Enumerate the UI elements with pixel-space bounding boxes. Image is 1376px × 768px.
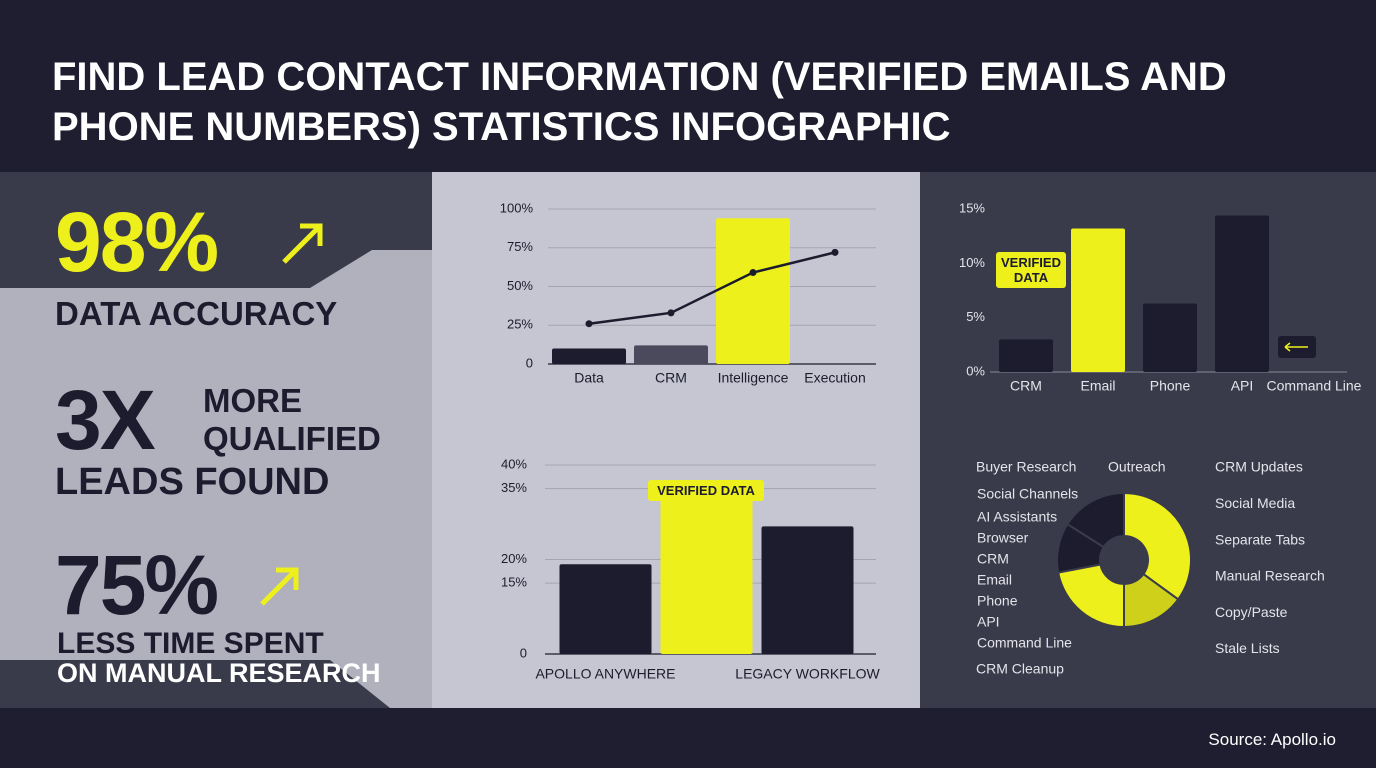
pie-label: Phone [977,593,1018,609]
bar [552,348,626,364]
pie-label: Social Channels [977,486,1078,502]
x-tick-label: CRM [655,370,687,386]
pie-label: Copy/Paste [1215,604,1288,620]
y-tick-label: 0 [526,355,533,370]
pie-label: CRM [977,551,1009,567]
pie-label: CRM Cleanup [976,661,1064,677]
up-arrow [260,567,299,606]
x-tick-label: API [1231,378,1254,394]
title: FIND LEAD CONTACT INFORMATION (VERIFIED … [52,55,1227,149]
x-tick-label: Data [574,370,604,386]
line-point [667,309,675,317]
y-tick-label: 0% [966,363,985,378]
pie-label: Stale Lists [1215,640,1280,656]
pie-label: Separate Tabs [1215,531,1305,547]
annotation: VERIFIED DATA [996,252,1066,288]
line-point [585,320,593,328]
pie-slice [1123,491,1192,601]
bar [1071,228,1125,372]
icon-arrow [1284,342,1308,352]
bar [1215,215,1269,372]
x-tick-label: Execution [804,370,865,386]
bar [660,486,753,654]
x-tick-label: CRM [1010,378,1042,394]
pie-label: Manual Research [1215,568,1325,584]
stat-value: 98% [55,195,219,289]
line [588,251,836,325]
y-tick-label: 100% [500,200,534,215]
bar [761,526,854,654]
y-tick-label: 25% [507,317,533,332]
y-tick-label: 15% [501,575,527,590]
x-tick-label: Command Line [1267,378,1362,394]
left-panel-shape [0,250,432,708]
y-tick-label: 10% [959,255,985,270]
stat-label: DATA ACCURACY [55,295,338,332]
pie-label: Buyer Research [976,459,1076,475]
pie-label: Command Line [977,635,1072,651]
x-tick-label: Phone [1150,378,1191,394]
pie-slice [1066,491,1125,549]
pie-label: Outreach [1108,459,1166,475]
line-point [831,248,839,256]
bar [634,345,708,364]
pie-label: Social Media [1215,495,1295,511]
pie-label: CRM Updates [1215,459,1303,475]
bar [999,339,1053,372]
x-tick-label: LEGACY WORKFLOW [735,666,880,682]
y-tick-label: 0 [520,645,527,660]
x-tick-label: Intelligence [718,370,789,386]
line-point [749,269,757,277]
stat-label: ON MANUAL RESEARCH [57,658,381,688]
pie-label: Email [977,572,1012,588]
x-tick-label: Email [1080,378,1115,394]
stat-value: 3X [55,373,156,467]
stat-value: 75% [55,538,219,632]
y-tick-label: 50% [507,278,533,293]
annotation: VERIFIED DATA [648,480,764,501]
bar [1143,303,1197,372]
bar [716,218,790,364]
y-tick-label: 5% [966,309,985,324]
y-tick-label: 35% [501,480,527,495]
up-arrow [282,223,323,264]
pie-label: Browser [977,530,1029,546]
y-tick-label: 40% [501,456,527,471]
stat-label: LEADS FOUND [55,461,330,503]
y-tick-label: 20% [501,551,527,566]
stat-label: MORE QUALIFIED [203,382,381,457]
pie-label: AI Assistants [977,509,1057,525]
y-tick-label: 75% [507,239,533,254]
stat-label: LESS TIME SPENT [57,627,324,660]
pie-label: API [977,614,1000,630]
pie-slice [1057,563,1125,629]
x-tick-label: APOLLO ANYWHERE [535,666,675,682]
y-tick-label: 15% [959,200,985,215]
source: Source: Apollo.io [1208,730,1336,749]
bar [559,564,652,654]
